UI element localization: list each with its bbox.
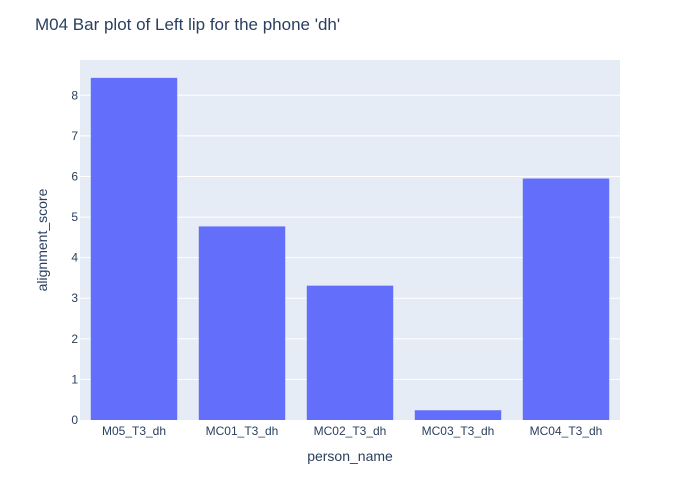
y-tick-label: 1 bbox=[71, 372, 78, 386]
y-tick-label: 4 bbox=[71, 251, 78, 265]
y-tick-label: 2 bbox=[71, 332, 78, 346]
bar-mc02-t3-dh[interactable] bbox=[306, 285, 394, 420]
y-tick-label: 5 bbox=[71, 210, 78, 224]
bar-mc01-t3-dh[interactable] bbox=[198, 226, 286, 420]
x-tick-label: MC03_T3_dh bbox=[422, 424, 495, 438]
x-axis-title: person_name bbox=[307, 448, 393, 464]
y-axis-title: alignment_score bbox=[34, 188, 50, 291]
x-tick-label: MC01_T3_dh bbox=[206, 424, 279, 438]
x-tick-label: M05_T3_dh bbox=[102, 424, 166, 438]
y-tick-label: 6 bbox=[71, 169, 78, 183]
chart-title: M04 Bar plot of Left lip for the phone '… bbox=[35, 15, 340, 34]
x-axis-ticks: M05_T3_dh MC01_T3_dh MC02_T3_dh MC03_T3_dh M… bbox=[102, 424, 602, 438]
bars bbox=[90, 77, 610, 421]
bar-mc03-t3-dh[interactable] bbox=[414, 410, 502, 420]
bar-m05-t3-dh[interactable] bbox=[90, 77, 178, 421]
y-tick-label: 0 bbox=[71, 413, 78, 427]
bar-mc04-t3-dh[interactable] bbox=[522, 178, 610, 420]
y-tick-label: 8 bbox=[71, 88, 78, 102]
x-tick-label: MC02_T3_dh bbox=[314, 424, 387, 438]
y-tick-label: 3 bbox=[71, 291, 78, 305]
y-tick-label: 7 bbox=[71, 129, 78, 143]
x-tick-label: MC04_T3_dh bbox=[530, 424, 603, 438]
y-axis-ticks: 0 1 2 3 4 5 6 7 8 bbox=[71, 88, 78, 427]
